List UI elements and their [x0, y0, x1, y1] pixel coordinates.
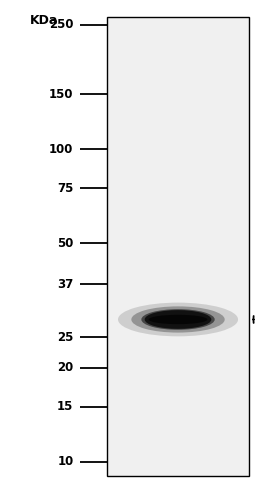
Ellipse shape: [145, 310, 211, 329]
Bar: [107, 17, 249, 476]
Text: 25: 25: [57, 331, 74, 344]
Text: 20: 20: [57, 361, 74, 374]
Text: 50: 50: [57, 237, 74, 250]
Ellipse shape: [141, 309, 215, 330]
Text: 15: 15: [57, 400, 74, 413]
Text: 100: 100: [49, 143, 74, 156]
Text: 75: 75: [57, 182, 74, 195]
Ellipse shape: [149, 315, 207, 324]
Text: KDa: KDa: [30, 14, 58, 27]
Text: 10: 10: [57, 455, 74, 468]
Ellipse shape: [118, 303, 238, 336]
Text: 250: 250: [49, 19, 74, 32]
Text: 37: 37: [57, 278, 74, 290]
Text: 150: 150: [49, 88, 74, 101]
Ellipse shape: [131, 306, 225, 333]
